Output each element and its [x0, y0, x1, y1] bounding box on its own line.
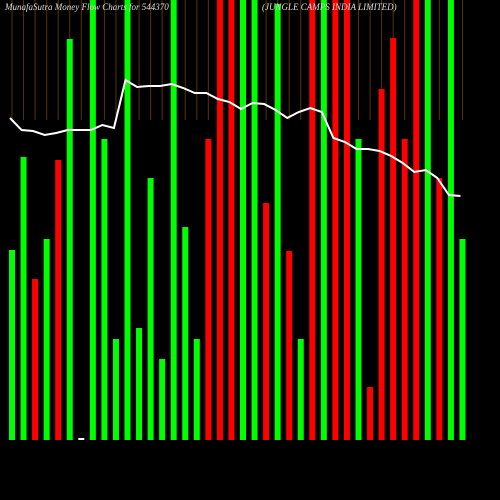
- chart-title: MunafaSutra Money Flow Charts for 544370: [4, 2, 169, 12]
- bar: [424, 0, 431, 440]
- bar: [240, 0, 246, 440]
- bar: [205, 139, 212, 440]
- bar: [459, 239, 466, 440]
- bar: [182, 227, 189, 440]
- bar: [216, 0, 223, 440]
- bar: [355, 139, 362, 440]
- chart-subtitle: (JUNGLE CAMPS INDIA LIMITED): [262, 2, 397, 12]
- bar: [43, 239, 50, 440]
- bar: [390, 38, 397, 440]
- plot: [9, 0, 466, 440]
- bar: [447, 0, 454, 440]
- bar: [274, 4, 281, 440]
- bar: [332, 0, 339, 440]
- flow-line: [9, 78, 461, 197]
- bar: [66, 39, 73, 440]
- bar: [228, 0, 235, 440]
- bar: [367, 387, 374, 440]
- bar: [9, 250, 15, 440]
- bar: [32, 279, 39, 440]
- bar: [320, 0, 327, 440]
- bar: [297, 339, 304, 440]
- bar: [89, 0, 96, 440]
- bar: [263, 203, 270, 440]
- bar: [309, 0, 316, 440]
- bar: [413, 0, 420, 440]
- bar: [436, 178, 443, 440]
- bar: [136, 328, 143, 440]
- bar: [78, 438, 85, 440]
- bar: [170, 0, 177, 440]
- bar: [101, 139, 108, 440]
- bar: [55, 160, 62, 440]
- bar: [343, 0, 350, 440]
- bar: [112, 339, 119, 440]
- bar: [20, 157, 27, 440]
- bar: [378, 89, 385, 440]
- bar: [401, 139, 408, 440]
- bar: [159, 359, 166, 440]
- bar: [124, 0, 131, 440]
- bar: [286, 251, 293, 440]
- bar: [147, 178, 154, 440]
- bar: [193, 339, 200, 440]
- bar: [251, 0, 258, 440]
